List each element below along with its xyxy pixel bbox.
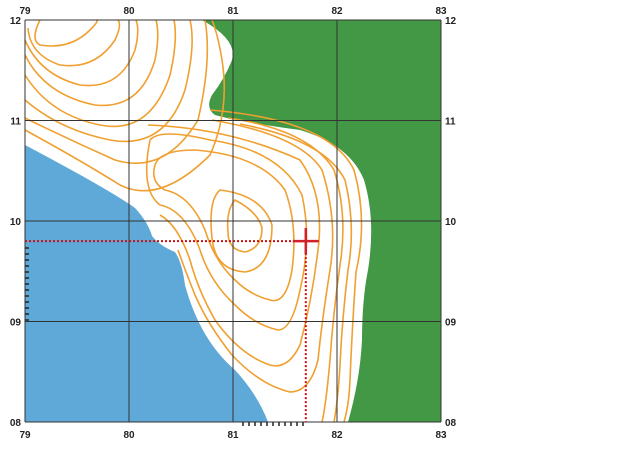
contour-line bbox=[239, 123, 353, 423]
water-area bbox=[25, 145, 268, 422]
easting-label-bottom: 81 bbox=[227, 430, 239, 441]
contour-lines bbox=[24, 19, 363, 423]
contour-line bbox=[24, 19, 159, 107]
contour-line bbox=[24, 19, 226, 192]
contour-line bbox=[24, 19, 177, 128]
contour-line bbox=[226, 199, 263, 253]
northing-label-left: 09 bbox=[10, 318, 22, 329]
map-area[interactable] bbox=[24, 19, 442, 426]
crosshair-icon[interactable] bbox=[292, 228, 319, 255]
easting-label-bottom: 82 bbox=[331, 430, 343, 441]
contour-line bbox=[209, 109, 363, 423]
contour-line bbox=[24, 19, 139, 87]
northing-label-left: 11 bbox=[10, 117, 21, 128]
contour-line bbox=[152, 149, 295, 302]
coordinate-guides bbox=[25, 240, 307, 422]
northing-label-left: 08 bbox=[10, 418, 22, 429]
contour-line bbox=[177, 119, 334, 393]
northing-label-left: 10 bbox=[10, 217, 22, 228]
northing-label-right: 12 bbox=[445, 16, 457, 27]
northing-label-right: 11 bbox=[445, 117, 456, 128]
easting-label-top: 82 bbox=[331, 6, 343, 17]
northing-label-right: 10 bbox=[445, 217, 457, 228]
grid-lines bbox=[24, 19, 442, 423]
contour-line bbox=[147, 124, 321, 367]
easting-label-top: 79 bbox=[19, 6, 31, 17]
northing-label-right: 09 bbox=[445, 318, 457, 329]
easting-label-bottom: 80 bbox=[123, 430, 135, 441]
northing-label-left: 12 bbox=[10, 16, 22, 27]
scale-ticks bbox=[25, 247, 304, 426]
easting-label-top: 81 bbox=[227, 6, 239, 17]
contour-line bbox=[34, 19, 98, 47]
easting-label-top: 83 bbox=[435, 6, 447, 17]
easting-label-bottom: 79 bbox=[19, 430, 31, 441]
contour-line bbox=[24, 19, 193, 143]
contour-line bbox=[227, 117, 344, 423]
northing-label-right: 08 bbox=[445, 418, 457, 429]
easting-label-bottom: 83 bbox=[435, 430, 447, 441]
contour-line bbox=[145, 133, 308, 331]
contour-line bbox=[27, 19, 121, 67]
easting-label-top: 80 bbox=[123, 6, 135, 17]
